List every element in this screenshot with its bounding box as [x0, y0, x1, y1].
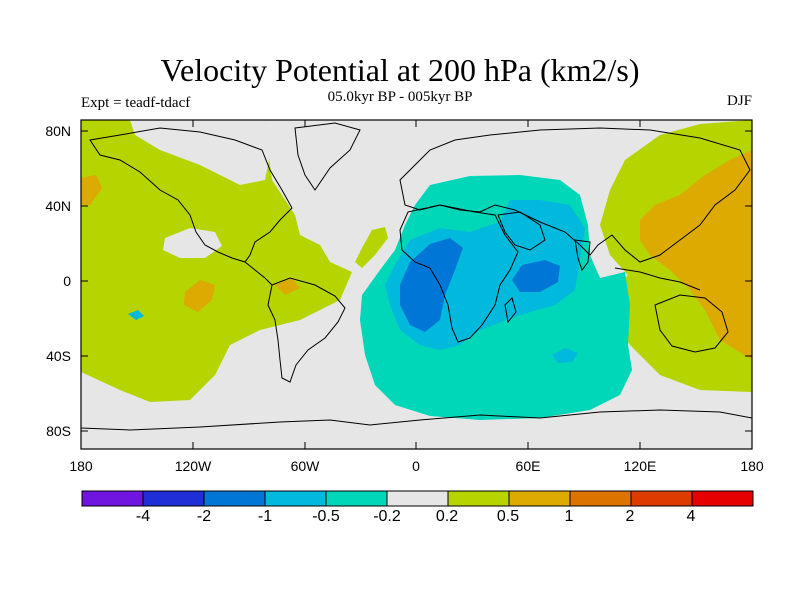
x-tick-120e: 120E: [623, 458, 657, 474]
neutral-hole-north-america: [130, 120, 270, 185]
x-tick-180w: 180: [69, 458, 93, 474]
colorbar-swatch: [630, 490, 693, 507]
colorbar-swatch: [142, 490, 205, 507]
season-label: DJF: [726, 93, 752, 109]
colorbar-label-2: -2: [196, 508, 212, 525]
y-tick-80s: 80S: [46, 423, 71, 439]
axis-ticks: [80, 120, 753, 449]
strong-negative-atlantic: [400, 238, 463, 332]
colorbar-swatch: [569, 490, 632, 507]
colorbar-swatch: [325, 490, 388, 507]
contour-field: [81, 120, 752, 449]
negative-patch-south: [552, 348, 578, 363]
x-tick-60w: 60W: [290, 458, 320, 474]
x-tick-60e: 60E: [515, 458, 541, 474]
coastlines: [81, 122, 752, 431]
colorbar-swatch: [447, 490, 510, 507]
colorbar-swatch: [203, 490, 266, 507]
positive-patch-arctic-pacific: [81, 175, 102, 205]
map-title: Velocity Potential at 200 hPa (km2/s): [160, 52, 640, 88]
neutral-hole-pacific: [163, 228, 222, 258]
positive-patch-africa-australia: [640, 150, 752, 360]
positive-region-west: [81, 120, 352, 402]
colorbar-swatch: [264, 490, 327, 507]
x-tick-120w: 120W: [174, 458, 212, 474]
negative-patch-pacific-small: [128, 310, 144, 320]
colorbar-label-8: 1: [564, 508, 574, 525]
colorbar-label-10: 4: [686, 508, 696, 525]
colorbar-label-9: 2: [625, 508, 635, 525]
y-tick-0: 0: [63, 273, 71, 289]
strong-negative-indian: [512, 260, 560, 292]
x-tick-0: 0: [412, 458, 420, 474]
experiment-label: Expt = teadf-tdacf: [81, 95, 191, 111]
colorbar-swatch: [81, 490, 144, 507]
positive-patch-pacific: [184, 280, 215, 312]
colorbar-label-5: -0.2: [373, 508, 401, 525]
positive-region-atlantic: [355, 227, 388, 268]
positive-patch-south-america: [275, 278, 300, 295]
colorbar-label-7: 0.5: [496, 508, 520, 525]
colorbar-label-1: -4: [135, 508, 151, 525]
colorbar-label-4: -0.5: [312, 508, 340, 525]
colorbar-swatch: [691, 490, 754, 507]
y-tick-40n: 40N: [45, 198, 71, 214]
map-subtitle: 05.0kyr BP - 005kyr BP: [327, 89, 473, 105]
y-tick-80n: 80N: [45, 123, 71, 139]
colorbar-label-3: -1: [257, 508, 273, 525]
colorbar-label-6: 0.2: [435, 508, 459, 525]
colorbar-swatch: [508, 490, 571, 507]
y-tick-40s: 40S: [46, 348, 71, 364]
x-tick-180e: 180: [740, 458, 764, 474]
colorbar-swatch: [386, 490, 449, 507]
colorbar: [81, 490, 754, 507]
